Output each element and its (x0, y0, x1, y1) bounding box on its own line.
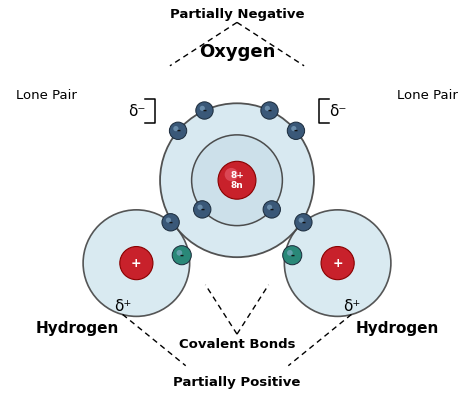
Circle shape (284, 210, 391, 316)
Text: -: - (200, 205, 204, 215)
Circle shape (160, 103, 314, 257)
Circle shape (191, 135, 283, 226)
Circle shape (166, 217, 171, 223)
Circle shape (196, 102, 213, 119)
Circle shape (263, 201, 281, 218)
Circle shape (265, 106, 270, 111)
Text: -: - (267, 106, 272, 116)
Circle shape (176, 250, 182, 256)
Text: δ⁺: δ⁺ (343, 299, 360, 314)
Circle shape (291, 126, 296, 131)
Circle shape (299, 217, 304, 223)
Text: -: - (270, 205, 274, 215)
Text: Partially Negative: Partially Negative (170, 8, 304, 21)
Circle shape (321, 247, 354, 280)
Circle shape (193, 201, 211, 218)
Text: -: - (180, 251, 184, 261)
Text: δ⁻: δ⁻ (128, 104, 145, 119)
Text: 8+
8n: 8+ 8n (230, 171, 244, 190)
Text: Covalent Bonds: Covalent Bonds (179, 337, 295, 350)
Text: -: - (202, 106, 207, 116)
Text: Partially Positive: Partially Positive (173, 376, 301, 389)
Circle shape (83, 210, 190, 316)
Circle shape (295, 213, 312, 231)
Text: δ⁺: δ⁺ (114, 299, 131, 314)
Text: -: - (176, 126, 180, 136)
Circle shape (120, 247, 153, 280)
Circle shape (218, 161, 256, 199)
Circle shape (261, 102, 278, 119)
Circle shape (162, 213, 179, 231)
Text: Hydrogen: Hydrogen (355, 321, 438, 336)
Text: δ⁻: δ⁻ (329, 104, 346, 119)
Text: -: - (301, 218, 305, 228)
Text: -: - (290, 251, 294, 261)
Text: +: + (332, 257, 343, 270)
Circle shape (287, 250, 293, 256)
Text: -: - (294, 126, 298, 136)
Text: +: + (131, 257, 142, 270)
Circle shape (267, 205, 272, 210)
Circle shape (198, 205, 203, 210)
Text: Hydrogen: Hydrogen (36, 321, 119, 336)
Text: Lone Pair: Lone Pair (16, 89, 77, 102)
Circle shape (172, 246, 191, 265)
Circle shape (287, 122, 305, 139)
Text: -: - (169, 218, 173, 228)
Circle shape (169, 122, 187, 139)
Circle shape (200, 106, 205, 111)
Circle shape (173, 126, 179, 131)
Circle shape (283, 246, 302, 265)
Circle shape (225, 168, 238, 181)
Text: Oxygen: Oxygen (199, 43, 275, 61)
Text: Lone Pair: Lone Pair (397, 89, 458, 102)
